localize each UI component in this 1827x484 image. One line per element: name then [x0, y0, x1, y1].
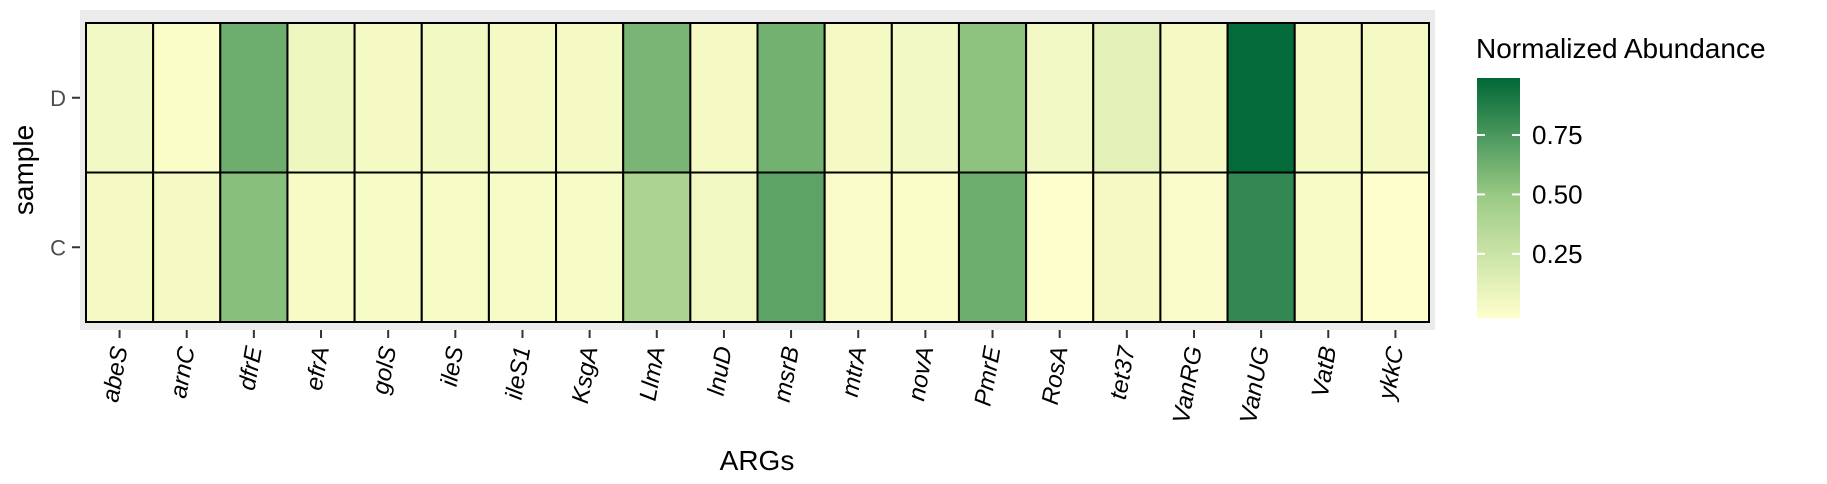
heatmap-cell — [420, 171, 490, 323]
heatmap-cell — [957, 22, 1028, 174]
heatmap-cell — [689, 22, 759, 174]
heatmap-cell — [152, 22, 222, 174]
x-axis-title: ARGs — [720, 445, 795, 476]
legend-colorbar — [1477, 78, 1520, 318]
heatmap-cell — [286, 22, 356, 174]
x-tick-label: ileS — [436, 344, 470, 388]
x-tick-label: ykkC — [1373, 344, 1409, 404]
x-tick-label: ileS1 — [501, 344, 537, 401]
x-tick-label: lnuD — [703, 344, 738, 397]
heatmap-cell — [1025, 171, 1095, 323]
legend: Normalized Abundance 0.25 0.50 0.75 — [1476, 33, 1766, 318]
heatmap-cell — [420, 22, 490, 174]
heatmap-cell — [756, 171, 826, 323]
x-tick-label: RosA — [1037, 344, 1074, 406]
x-tick-label: efrA — [301, 344, 335, 392]
legend-title: Normalized Abundance — [1476, 33, 1766, 64]
heatmap-cell — [1360, 22, 1430, 174]
heatmap-cell — [1092, 22, 1162, 174]
heatmap-cell — [85, 22, 155, 174]
x-tick-label: tet37 — [1105, 343, 1141, 402]
legend-tick-label: 0.50 — [1532, 179, 1583, 209]
heatmap-cell — [219, 171, 289, 323]
heatmap-cell — [957, 171, 1028, 323]
x-tick-label: VanUG — [1235, 344, 1275, 425]
heatmap-cell — [1025, 22, 1095, 174]
heatmap-cell — [622, 22, 692, 174]
heatmap-cell — [756, 22, 826, 174]
heatmap-cells — [85, 22, 1430, 323]
heatmap-cell — [823, 22, 893, 174]
heatmap-cell — [1293, 22, 1363, 174]
y-tick-label: C — [50, 235, 66, 260]
x-tick-label: KsgA — [567, 344, 604, 405]
x-tick-label: golS — [367, 344, 402, 396]
legend-ticks: 0.25 0.50 0.75 — [1477, 120, 1583, 269]
heatmap-cell — [1092, 171, 1162, 323]
heatmap-cell — [152, 171, 222, 323]
x-tick-label: novA — [903, 344, 939, 403]
heatmap-cell — [353, 22, 423, 174]
legend-tick-label: 0.25 — [1532, 239, 1583, 269]
heatmap-cell — [555, 22, 625, 174]
x-tick-label: VatB — [1307, 344, 1342, 399]
heatmap-cell — [689, 171, 759, 323]
heatmap-cell — [487, 22, 558, 174]
heatmap-cell — [823, 171, 893, 323]
x-tick-label: VanRG — [1168, 344, 1208, 425]
x-axis: abeS arnC dfrE efrA golS ileS ileS1 KsgA LlmA lnu… — [97, 330, 1409, 426]
y-tick-label: D — [50, 86, 66, 111]
heatmap-cell — [286, 171, 356, 323]
legend-tick-label: 0.75 — [1532, 120, 1583, 150]
heatmap-cell — [487, 171, 558, 323]
x-tick-label: arnC — [165, 344, 201, 401]
x-tick-label: dfrE — [234, 343, 268, 392]
heatmap-cell — [353, 171, 423, 323]
heatmap-cell — [890, 22, 960, 174]
heatmap-cell — [555, 171, 625, 323]
y-axis-title: sample — [8, 125, 39, 215]
heatmap-cell — [890, 171, 960, 323]
x-tick-label: msrB — [769, 344, 805, 404]
heatmap-cell — [1226, 171, 1296, 323]
x-tick-label: mtrA — [837, 344, 872, 399]
x-tick-label: abeS — [97, 344, 133, 404]
x-tick-label: LlmA — [635, 344, 671, 403]
heatmap-cell — [1159, 22, 1229, 174]
heatmap-cell — [1360, 171, 1430, 323]
y-axis: DC — [50, 86, 80, 260]
heatmap-cell — [1159, 171, 1229, 323]
heatmap-cell — [622, 171, 692, 323]
heatmap-cell — [1293, 171, 1363, 323]
heatmap-cell — [219, 22, 289, 174]
heatmap-cell — [1226, 22, 1296, 174]
x-tick-label: PmrE — [969, 343, 1006, 408]
heatmap-cell — [85, 171, 155, 323]
